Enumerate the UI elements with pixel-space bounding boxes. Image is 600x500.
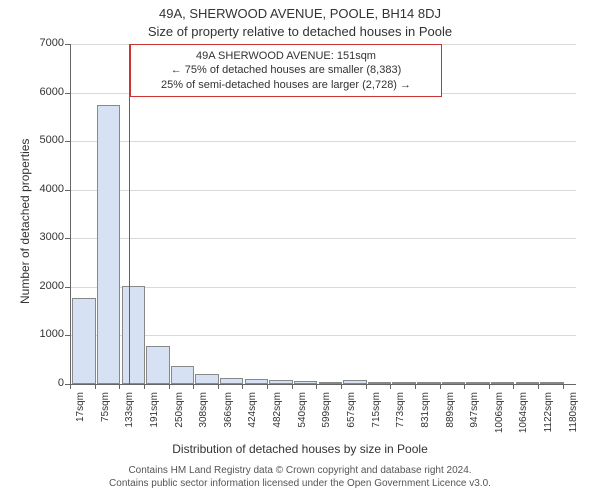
histogram-bar — [72, 298, 95, 384]
xtick-label: 657sqm — [346, 392, 357, 492]
histogram-bar — [442, 382, 465, 384]
ytick-label: 1000 — [26, 328, 64, 340]
ytick-mark — [65, 141, 70, 142]
xtick-label: 1064sqm — [518, 392, 529, 492]
xtick-mark — [538, 384, 539, 389]
gridline — [71, 287, 576, 288]
xtick-label: 133sqm — [124, 392, 135, 492]
ytick-label: 0 — [26, 377, 64, 389]
xtick-mark — [316, 384, 317, 389]
histogram-bar — [491, 382, 514, 384]
xtick-mark — [440, 384, 441, 389]
xtick-label: 482sqm — [272, 392, 283, 492]
chart-subtitle: Size of property relative to detached ho… — [0, 24, 600, 39]
histogram-bar — [466, 382, 489, 384]
histogram-bar — [392, 382, 415, 384]
xtick-label: 773sqm — [395, 392, 406, 492]
xtick-label: 947sqm — [469, 392, 480, 492]
histogram-bar — [343, 380, 366, 384]
histogram-bar — [245, 379, 268, 384]
histogram-bar — [294, 381, 317, 384]
ytick-mark — [65, 287, 70, 288]
info-line-3: 25% of semi-detached houses are larger (… — [141, 78, 431, 92]
xtick-label: 308sqm — [198, 392, 209, 492]
gridline — [71, 238, 576, 239]
histogram-bar — [540, 382, 563, 384]
ytick-mark — [65, 44, 70, 45]
xtick-label: 250sqm — [174, 392, 185, 492]
xtick-mark — [242, 384, 243, 389]
xtick-mark — [563, 384, 564, 389]
xtick-mark — [193, 384, 194, 389]
xtick-mark — [366, 384, 367, 389]
histogram-bar — [195, 374, 218, 384]
xtick-label: 75sqm — [100, 392, 111, 492]
xtick-label: 191sqm — [149, 392, 160, 492]
xtick-label: 831sqm — [420, 392, 431, 492]
xtick-mark — [464, 384, 465, 389]
xtick-label: 599sqm — [321, 392, 332, 492]
xtick-label: 889sqm — [445, 392, 456, 492]
xtick-mark — [341, 384, 342, 389]
xtick-mark — [513, 384, 514, 389]
xtick-label: 17sqm — [75, 392, 86, 492]
histogram-bar — [122, 286, 145, 384]
gridline — [71, 141, 576, 142]
xtick-mark — [267, 384, 268, 389]
xtick-mark — [169, 384, 170, 389]
histogram-bar — [319, 382, 342, 384]
ytick-label: 2000 — [26, 280, 64, 292]
xtick-mark — [95, 384, 96, 389]
ytick-mark — [65, 335, 70, 336]
histogram-bar — [171, 366, 194, 384]
histogram-bar — [417, 382, 440, 384]
xtick-mark — [292, 384, 293, 389]
histogram-bar — [269, 380, 292, 384]
xtick-mark — [390, 384, 391, 389]
ytick-label: 5000 — [26, 134, 64, 146]
xtick-label: 715sqm — [371, 392, 382, 492]
histogram-bar — [97, 105, 120, 384]
xtick-mark — [218, 384, 219, 389]
gridline — [71, 335, 576, 336]
ytick-label: 7000 — [26, 37, 64, 49]
xtick-mark — [119, 384, 120, 389]
histogram-bar — [368, 382, 391, 384]
ytick-mark — [65, 190, 70, 191]
gridline — [71, 190, 576, 191]
histogram-bar — [516, 382, 539, 384]
ytick-label: 6000 — [26, 86, 64, 98]
property-size-chart: 49A, SHERWOOD AVENUE, POOLE, BH14 8DJ Si… — [0, 0, 600, 500]
xtick-label: 366sqm — [223, 392, 234, 492]
chart-title: 49A, SHERWOOD AVENUE, POOLE, BH14 8DJ — [0, 6, 600, 21]
ytick-label: 4000 — [26, 183, 64, 195]
xtick-mark — [70, 384, 71, 389]
xtick-mark — [144, 384, 145, 389]
ytick-label: 3000 — [26, 231, 64, 243]
ytick-mark — [65, 93, 70, 94]
info-line-2: ← 75% of detached houses are smaller (8,… — [141, 63, 431, 77]
xtick-mark — [489, 384, 490, 389]
xtick-label: 1122sqm — [543, 392, 554, 492]
ytick-mark — [65, 238, 70, 239]
info-box: 49A SHERWOOD AVENUE: 151sqm ← 75% of det… — [130, 44, 442, 97]
histogram-bar — [146, 346, 169, 384]
xtick-mark — [415, 384, 416, 389]
xtick-label: 424sqm — [247, 392, 258, 492]
histogram-bar — [220, 378, 243, 384]
xtick-label: 1180sqm — [568, 392, 579, 492]
info-line-1: 49A SHERWOOD AVENUE: 151sqm — [141, 49, 431, 63]
xtick-label: 1006sqm — [494, 392, 505, 492]
gridline — [71, 384, 576, 385]
xtick-label: 540sqm — [297, 392, 308, 492]
